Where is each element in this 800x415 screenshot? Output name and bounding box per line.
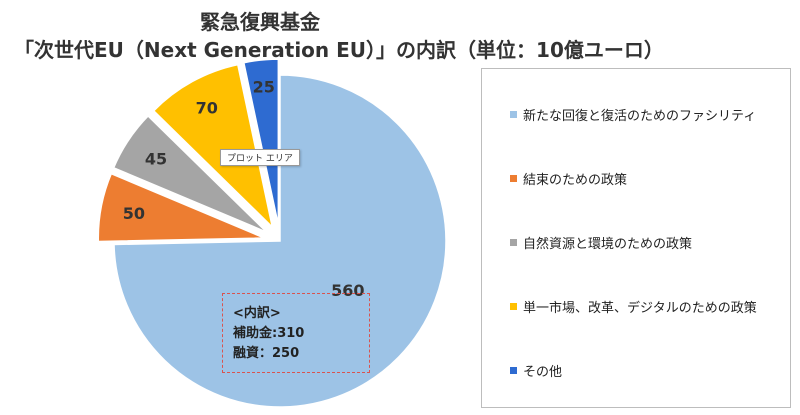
- annotation-loan: 融資：250: [233, 346, 300, 361]
- pie-slice[interactable]: [242, 58, 280, 226]
- legend-label: 単一市場、改革、デジタルのための政策: [523, 301, 757, 316]
- pie-slice[interactable]: [112, 114, 268, 233]
- legend-item[interactable]: 単一市場、改革、デジタルのための政策: [510, 297, 757, 316]
- pie-slice[interactable]: [97, 172, 265, 243]
- slice-data-label: 560: [331, 281, 364, 300]
- breakdown-annotation: <内訳> 補助金:310 融資：250: [222, 293, 370, 373]
- chart-title-line1: 緊急復興基金: [200, 10, 320, 34]
- pie-slice[interactable]: [113, 74, 447, 408]
- legend-item[interactable]: 自然資源と環境のための政策: [510, 233, 692, 252]
- legend-swatch: [510, 239, 517, 246]
- legend-swatch: [510, 303, 517, 310]
- slice-data-label: 45: [145, 150, 167, 169]
- legend-swatch: [510, 175, 517, 182]
- legend-label: その他: [523, 365, 563, 380]
- slice-data-label: 70: [196, 99, 218, 118]
- legend-label: 新たな回復と復活のためのファシリティ: [523, 109, 757, 124]
- legend-item[interactable]: その他: [510, 361, 562, 380]
- annotation-heading: <内訳>: [233, 306, 281, 321]
- plot-area-tooltip: プロット エリア: [220, 149, 300, 166]
- chart-legend[interactable]: 新たな回復と復活のためのファシリティ 結束のための政策自然資源と環境のための政策単…: [481, 68, 791, 408]
- legend-label: 自然資源と環境のための政策: [523, 237, 693, 252]
- slice-data-label: 50: [123, 204, 145, 223]
- legend-label: 結束のための政策: [523, 173, 628, 188]
- legend-swatch: [510, 367, 517, 374]
- pie-slice[interactable]: [152, 63, 274, 230]
- slice-data-label: 25: [253, 77, 275, 96]
- annotation-subsidy: 補助金:310: [233, 326, 305, 341]
- legend-item[interactable]: 新たな回復と復活のためのファシリティ: [510, 105, 756, 124]
- legend-swatch: [510, 111, 517, 118]
- chart-title-line2: 「次世代EU（Next Generation EU）」の内訳（単位：10億ユーロ…: [14, 38, 664, 62]
- legend-item[interactable]: 結束のための政策: [510, 169, 627, 188]
